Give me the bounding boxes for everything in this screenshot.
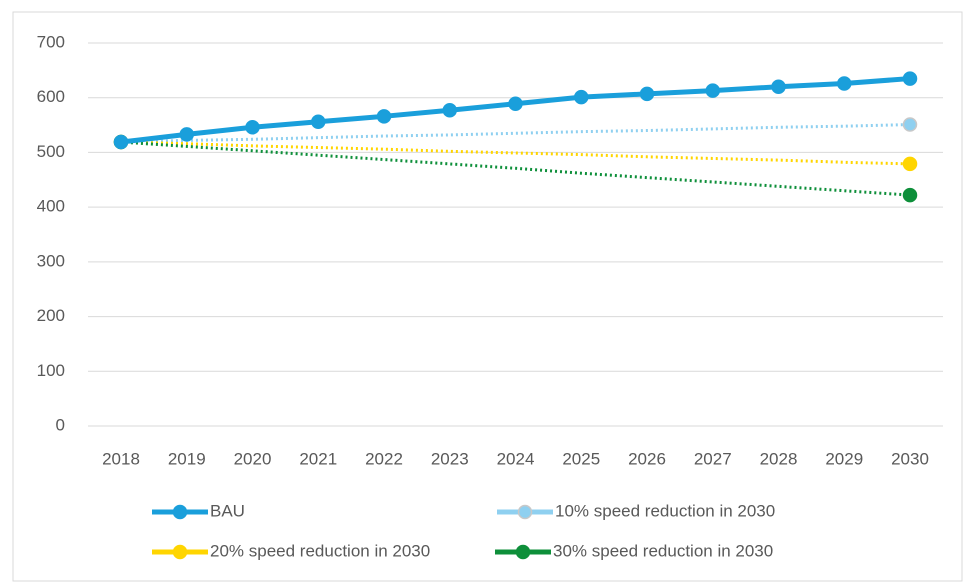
series-marker [179,127,194,142]
series-marker [705,83,720,98]
x-tick-label: 2020 [234,449,272,468]
x-tick-label: 2022 [365,449,403,468]
x-tick-label: 2018 [102,449,140,468]
y-tick-label: 300 [37,251,65,270]
legend-label: BAU [210,501,245,520]
series-marker [902,156,918,172]
y-tick-label: 0 [56,415,65,434]
legend-label: 20% speed reduction in 2030 [210,541,430,560]
x-tick-label: 2023 [431,449,469,468]
x-tick-label: 2029 [825,449,863,468]
series-marker [574,89,589,105]
y-tick-label: 500 [37,142,65,161]
series-marker [442,103,457,118]
x-tick-label: 2024 [497,449,535,468]
series-marker [508,96,523,111]
x-tick-label: 2019 [168,449,206,468]
series-marker [113,134,129,150]
series-marker [639,86,655,102]
x-tick-label: 2027 [694,449,732,468]
legend-marker [515,544,531,560]
series-marker [771,79,786,95]
y-tick-label: 200 [37,306,65,325]
series-marker [376,109,392,124]
x-tick-label: 2021 [299,449,337,468]
x-tick-label: 2028 [760,449,798,468]
series-marker [902,187,918,203]
x-tick-label: 2025 [562,449,600,468]
legend-label: 30% speed reduction in 2030 [553,541,773,560]
series-marker [311,114,326,130]
x-tick-label: 2026 [628,449,666,468]
series-line [120,140,911,166]
y-tick-label: 400 [37,197,65,216]
legend-marker [172,544,188,560]
legend-marker [172,504,188,520]
y-tick-label: 700 [37,32,65,51]
series-marker [837,76,852,91]
x-tick-label: 2030 [891,449,929,468]
series-marker [902,71,918,86]
y-tick-label: 100 [37,361,65,380]
legend-marker [517,504,533,520]
legend-label: 10% speed reduction in 2030 [555,501,775,520]
series-marker [902,117,918,132]
series-marker [245,120,260,135]
series-line [120,140,911,197]
series-line [120,123,911,144]
y-tick-label: 600 [37,87,65,106]
